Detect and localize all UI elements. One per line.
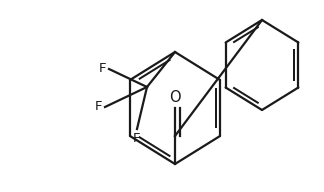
Text: F: F — [98, 63, 106, 75]
Text: O: O — [169, 90, 181, 105]
Text: F: F — [133, 132, 141, 145]
Text: F: F — [95, 100, 102, 113]
